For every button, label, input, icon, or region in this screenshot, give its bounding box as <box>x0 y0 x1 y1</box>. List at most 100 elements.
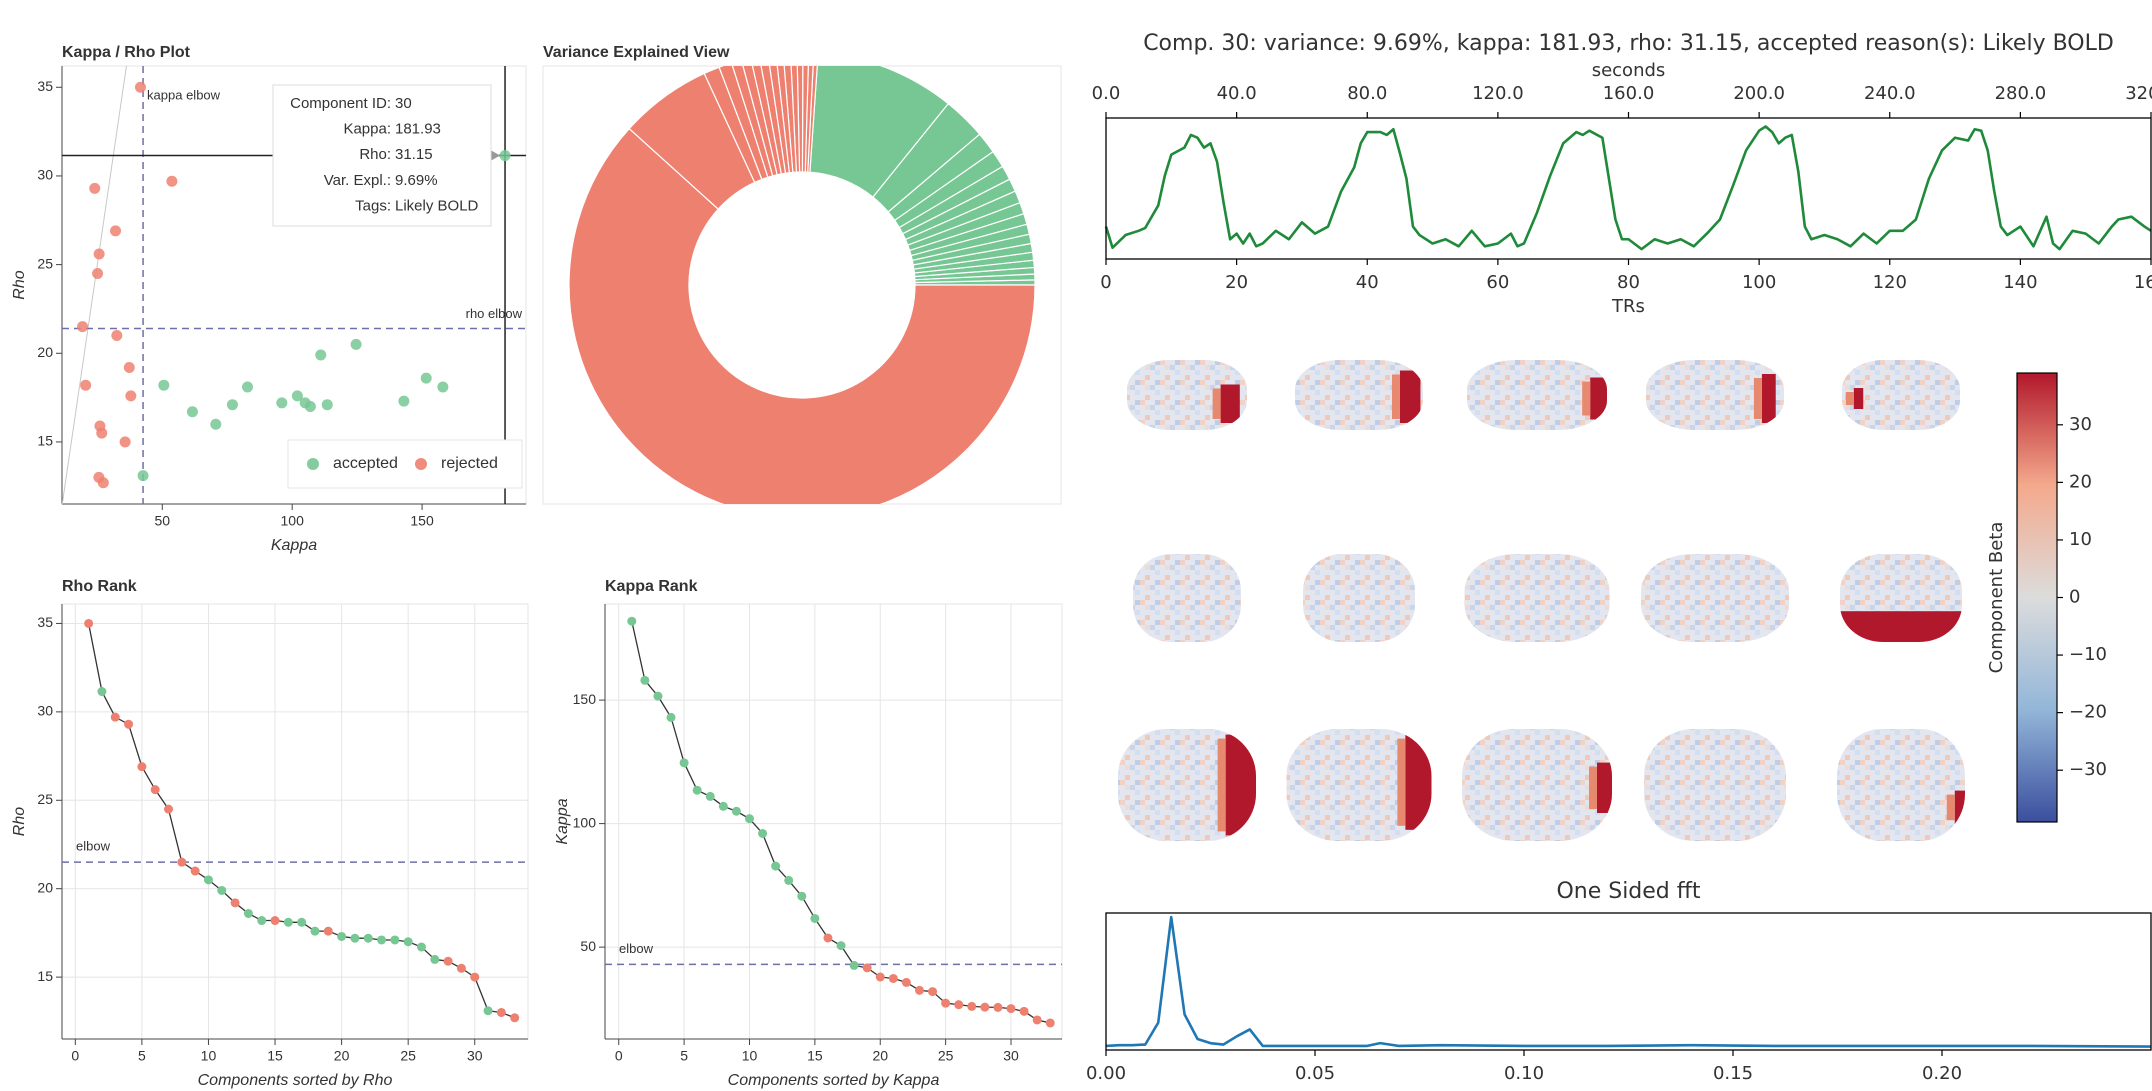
scatter-point <box>138 470 149 481</box>
chart-title: One Sided fft <box>1556 879 1700 904</box>
slice-activation-halo <box>1947 795 1955 821</box>
y-axis-label: Rho <box>11 270 28 299</box>
scatter-point <box>315 350 326 361</box>
colorbar-tick-label: 20 <box>2069 471 2092 492</box>
colorbar-tick-label: 30 <box>2069 414 2092 435</box>
slice-activation <box>1955 791 1965 825</box>
x-tick-label: 0.10 <box>1504 1063 1544 1084</box>
brain-slice <box>1303 554 1415 642</box>
y-tick-label: 25 <box>37 255 53 271</box>
scatter-point <box>158 380 169 391</box>
x-tick-label: 0.20 <box>1922 1063 1962 1084</box>
rank-point <box>837 941 846 950</box>
rank-point <box>470 973 479 982</box>
rank-point <box>204 875 213 884</box>
slice-activation-halo <box>1213 389 1221 420</box>
rank-point <box>244 909 253 918</box>
y-tick-label: 35 <box>37 78 53 94</box>
scatter-point <box>276 397 287 408</box>
rank-point <box>377 935 386 944</box>
rank-point <box>497 1008 506 1017</box>
slice-activation <box>1405 735 1431 830</box>
brain-slice <box>1462 729 1612 841</box>
x-tick-label: 0.05 <box>1295 1063 1335 1084</box>
scatter-point <box>187 406 198 417</box>
rank-point <box>84 619 93 628</box>
rank-point <box>444 957 453 966</box>
rank-point <box>745 814 754 823</box>
tooltip-label: Kappa: <box>343 121 391 138</box>
slice-body <box>1465 554 1610 642</box>
x2-tick-label: 80.0 <box>1347 83 1387 104</box>
scatter-point <box>110 225 121 236</box>
y-tick-label: 100 <box>573 814 597 830</box>
x-tick-label: 20 <box>1225 272 1248 293</box>
rank-point <box>217 886 226 895</box>
scatter-point <box>398 396 409 407</box>
scatter-point <box>111 330 122 341</box>
rank-point <box>954 1000 963 1009</box>
rank-point <box>1020 1007 1029 1016</box>
rank-point <box>297 918 306 927</box>
x-axis-label: Components sorted by Rho <box>198 1072 393 1089</box>
rank-point <box>850 961 859 970</box>
rank-point <box>164 805 173 814</box>
x-tick-label: 10 <box>201 1048 217 1064</box>
scatter-point <box>210 419 221 430</box>
rank-point <box>350 934 359 943</box>
slice-activation <box>1400 371 1420 424</box>
x-tick-label: 0 <box>71 1048 79 1064</box>
legend-label: accepted <box>333 455 398 472</box>
brain-slice <box>1127 360 1247 430</box>
brain-slice <box>1465 554 1610 642</box>
chart-title: Variance Explained View <box>543 44 730 61</box>
scatter-point <box>80 380 91 391</box>
slice-activation <box>1597 763 1612 813</box>
x-tick-label: 15 <box>807 1048 823 1064</box>
brain-slice <box>1646 360 1784 430</box>
slice-body <box>1641 554 1789 642</box>
tooltip-label: Var. Expl.: <box>324 172 391 189</box>
rank-point <box>430 955 439 964</box>
rank-point <box>484 1006 493 1015</box>
scatter-point <box>351 339 362 350</box>
x-axis-label: Components sorted by Kappa <box>728 1072 940 1089</box>
slice-activation <box>1226 735 1256 836</box>
rank-point <box>993 1003 1002 1012</box>
brain-slice <box>1287 729 1432 841</box>
rank-point <box>1046 1018 1055 1027</box>
elbow-label: kappa elbow <box>147 87 221 102</box>
slice-body <box>1303 554 1415 642</box>
x-tick-label: 50 <box>154 513 170 529</box>
slice-activation <box>1590 378 1607 420</box>
rank-point <box>758 829 767 838</box>
rank-point <box>653 692 662 701</box>
tooltip-value: 30 <box>395 95 412 112</box>
x2-tick-label: 40.0 <box>1217 83 1257 104</box>
rank-point <box>902 978 911 987</box>
rank-point <box>364 934 373 943</box>
y-tick-label: 20 <box>37 879 53 895</box>
x-axis-label: TRs <box>1611 296 1645 317</box>
scatter-point <box>125 390 136 401</box>
x-tick-label: 5 <box>680 1048 688 1064</box>
scatter-point <box>305 401 316 412</box>
x-tick-label: 20 <box>334 1048 350 1064</box>
x-tick-label: 0.15 <box>1713 1063 1753 1084</box>
scatter-point <box>242 381 253 392</box>
elbow-label: rho elbow <box>466 306 523 321</box>
plot-frame <box>62 604 528 1039</box>
scatter-point <box>92 268 103 279</box>
tooltip-label: Tags: <box>355 197 391 214</box>
x-tick-label: 30 <box>1003 1048 1019 1064</box>
rank-point <box>640 676 649 685</box>
colorbar-label: Component Beta <box>1986 522 2007 674</box>
rank-point <box>151 785 160 794</box>
scatter-point <box>437 381 448 392</box>
rank-point <box>417 943 426 952</box>
x2-tick-label: 0.0 <box>1092 83 1121 104</box>
scatter-point <box>227 399 238 410</box>
x2-tick-label: 160.0 <box>1603 83 1655 104</box>
x-tick-label: 160 <box>2134 272 2152 293</box>
chart-title: Kappa / Rho Plot <box>62 44 191 61</box>
